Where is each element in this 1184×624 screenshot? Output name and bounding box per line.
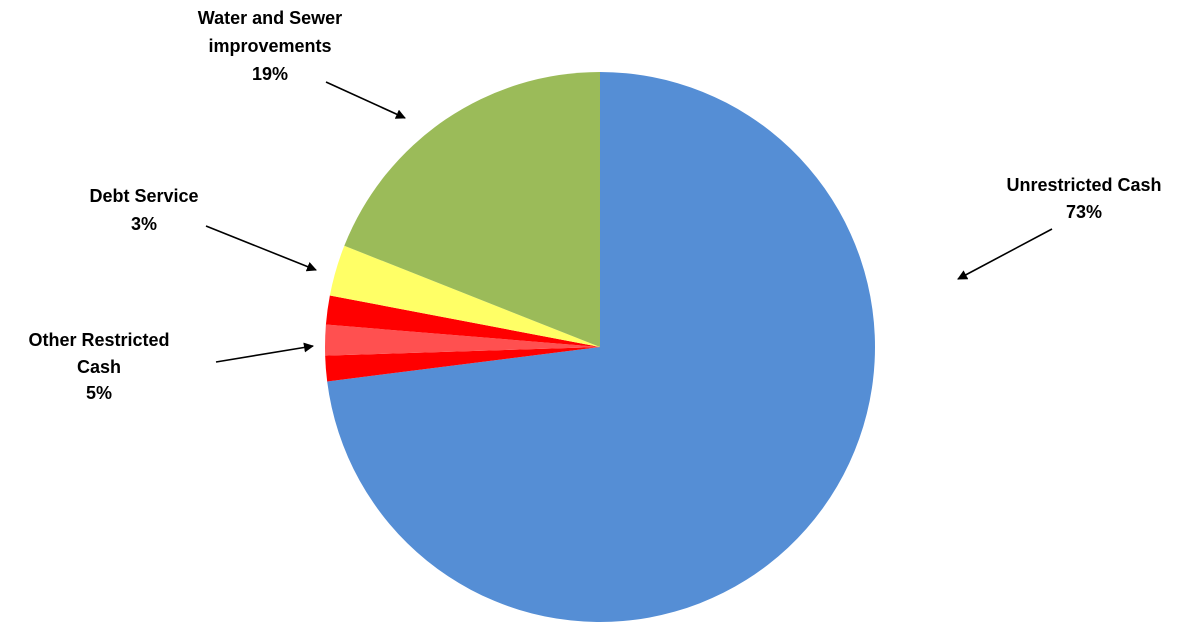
- label-water-sewer: Water and Sewer improvements 19%: [198, 8, 406, 119]
- label-other-restricted-cash: Other Restricted Cash 5%: [28, 330, 314, 403]
- label-unrestricted-line1: Unrestricted Cash: [1006, 175, 1161, 195]
- label-other-restricted-line2: Cash: [77, 357, 121, 377]
- pie-slices: [325, 72, 876, 622]
- label-debt-service-percent: 3%: [131, 214, 157, 234]
- label-water-sewer-percent: 19%: [252, 64, 288, 84]
- label-debt-service-line1: Debt Service: [89, 186, 198, 206]
- arrow-debt-service: [205, 225, 317, 272]
- label-debt-service: Debt Service 3%: [89, 186, 317, 272]
- label-unrestricted-percent: 73%: [1066, 202, 1102, 222]
- pie-slice-other-restricted-cash-part-3: [325, 295, 600, 347]
- arrow-unrestricted: [957, 228, 1053, 280]
- arrow-other-restricted: [215, 342, 314, 363]
- label-water-sewer-line1: Water and Sewer: [198, 8, 342, 28]
- label-other-restricted-line1: Other Restricted: [28, 330, 169, 350]
- arrow-water-sewer: [325, 81, 406, 119]
- pie-slice-unrestricted-cash: [327, 72, 876, 622]
- pie-slice-other-restricted-cash-part-1: [325, 347, 600, 382]
- label-water-sewer-line2: improvements: [208, 36, 331, 56]
- pie-slice-other-restricted-cash-part-2: [325, 324, 600, 356]
- pie-slice-debt-service: [329, 245, 600, 347]
- pie-slice-water-and-sewer-improvements: [344, 72, 600, 347]
- label-other-restricted-percent: 5%: [86, 383, 112, 403]
- label-unrestricted-cash: Unrestricted Cash 73%: [957, 175, 1162, 280]
